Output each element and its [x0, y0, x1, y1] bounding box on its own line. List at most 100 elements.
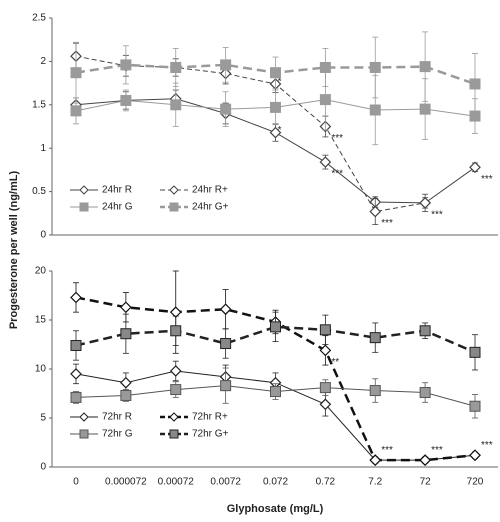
marker	[170, 384, 182, 396]
marker	[319, 382, 331, 394]
significance-label: *	[278, 77, 282, 88]
significance-label: *	[278, 125, 282, 136]
marker	[270, 67, 281, 79]
significance-label: ***	[481, 440, 493, 451]
y-tick-label: 20	[35, 266, 47, 277]
marker	[70, 339, 82, 351]
marker	[169, 306, 182, 319]
series-line	[75, 325, 476, 354]
marker	[170, 99, 182, 111]
marker	[270, 101, 281, 113]
x-tick-label: 0.072	[263, 477, 288, 488]
marker	[120, 328, 132, 340]
marker	[219, 303, 232, 316]
significance-label: ***	[381, 218, 393, 229]
marker	[270, 321, 281, 333]
marker	[319, 344, 332, 357]
marker	[220, 338, 232, 350]
marker	[120, 389, 132, 401]
marker	[469, 78, 481, 90]
y-tick-label: 1	[40, 143, 46, 154]
marker	[419, 454, 431, 466]
marker	[170, 325, 182, 337]
marker	[419, 61, 431, 73]
marker	[319, 156, 332, 168]
marker	[369, 454, 382, 466]
marker	[369, 104, 381, 116]
significance-label: ***	[431, 445, 443, 456]
x-tick-label: 0.72	[316, 477, 336, 488]
legend-marker	[169, 412, 179, 422]
marker	[70, 291, 82, 304]
y-tick-label: 5	[40, 413, 46, 424]
legend-label: 24hr G	[102, 202, 133, 213]
legend-label: 24hr G+	[192, 202, 229, 213]
marker	[269, 126, 282, 139]
significance-label: ***	[381, 445, 393, 456]
marker	[220, 380, 232, 392]
significance-label: ***	[331, 133, 343, 144]
legend-label: 72hr R	[102, 412, 132, 423]
x-tick-label: 0	[73, 477, 79, 488]
legend-marker	[79, 185, 89, 195]
y-tick-label: 2.5	[32, 13, 46, 24]
legend-marker	[169, 429, 179, 439]
legend-marker	[79, 202, 89, 212]
legend-marker	[169, 185, 179, 195]
marker	[70, 368, 82, 380]
marker	[220, 59, 232, 71]
y-axis-label: Progesterone per well (ng/mL)	[8, 171, 20, 330]
marker	[70, 105, 82, 117]
legend-label: 72hr R+	[192, 412, 228, 423]
legend-marker	[79, 429, 89, 439]
legend-marker	[79, 412, 89, 422]
legend-label: 24hr R	[102, 185, 132, 196]
significance-label: ***	[431, 210, 443, 221]
y-tick-label: 0.5	[32, 186, 46, 197]
marker	[369, 205, 382, 218]
significance-label: ***	[331, 169, 343, 180]
marker	[419, 325, 431, 337]
x-tick-label: 0.0072	[210, 477, 241, 488]
marker	[469, 449, 481, 462]
marker	[169, 365, 182, 377]
legend-label: 72hr G	[102, 429, 133, 440]
marker	[469, 346, 481, 358]
marker	[120, 301, 132, 314]
y-tick-label: 10	[35, 364, 47, 375]
marker	[369, 385, 381, 397]
significance-label: **	[331, 357, 339, 368]
marker	[469, 400, 481, 412]
x-axis-label: Glyphosate (mg/L)	[227, 503, 324, 515]
marker	[419, 197, 431, 209]
marker	[220, 103, 232, 115]
marker	[70, 391, 82, 403]
x-tick-label: 720	[467, 477, 484, 488]
x-tick-label: 72	[420, 477, 432, 488]
y-tick-label: 0	[40, 462, 46, 473]
marker	[319, 324, 331, 336]
x-tick-label: 0.000072	[105, 477, 147, 488]
x-tick-label: 7.2	[368, 477, 382, 488]
y-tick-label: 0	[40, 230, 46, 241]
marker	[469, 161, 481, 174]
marker	[419, 103, 431, 115]
marker	[419, 387, 431, 399]
marker	[319, 398, 332, 411]
marker	[170, 61, 182, 73]
marker	[120, 94, 132, 106]
legend-label: 24hr R+	[192, 185, 228, 196]
y-tick-label: 15	[35, 315, 47, 326]
marker	[70, 67, 82, 79]
marker	[319, 94, 331, 106]
marker	[270, 386, 281, 398]
y-tick-label: 2	[40, 56, 46, 67]
legend-label: 72hr G+	[192, 429, 229, 440]
marker	[120, 59, 132, 71]
significance-label: ***	[481, 174, 493, 185]
legend-marker	[169, 202, 179, 212]
marker	[369, 61, 381, 73]
marker	[120, 376, 132, 389]
marker	[319, 61, 331, 73]
